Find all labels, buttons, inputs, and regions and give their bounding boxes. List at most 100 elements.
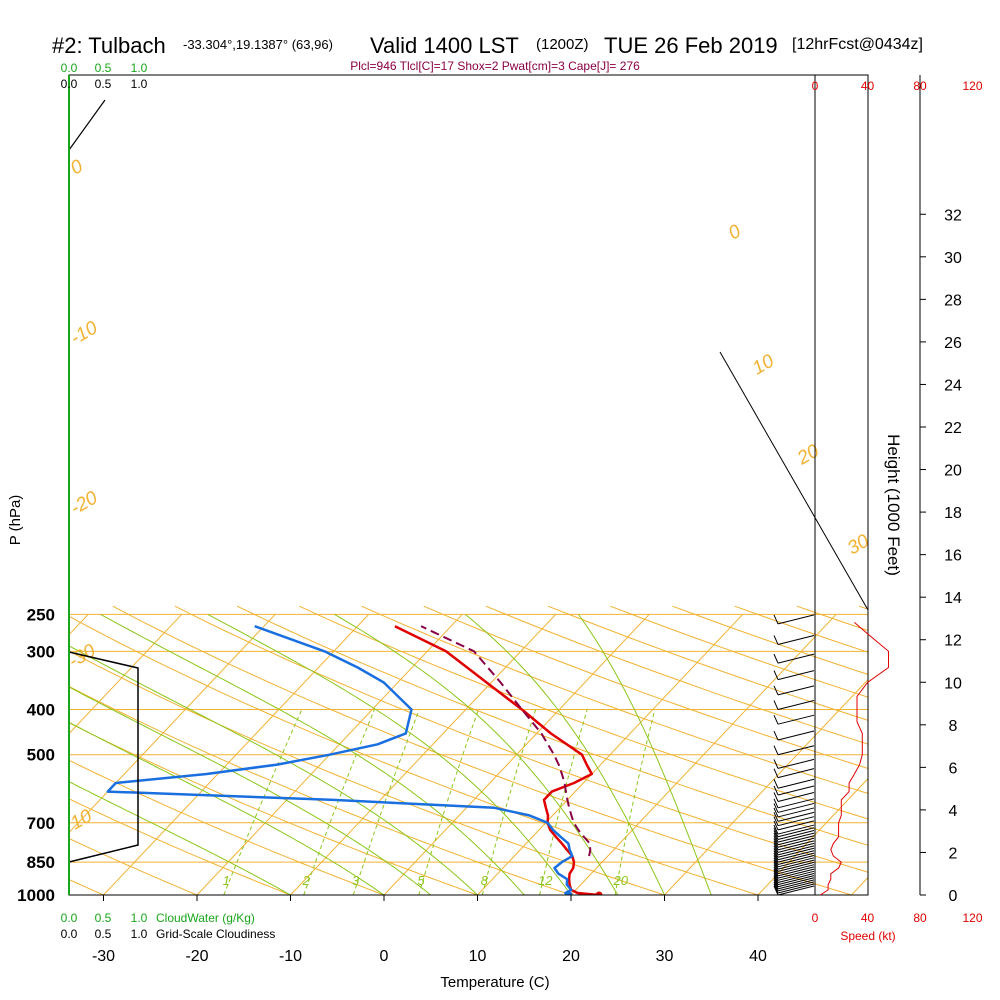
cloudiness-bottom-tick: 0.5 [95, 927, 112, 941]
wind-barb [773, 840, 815, 851]
parcel-profile [420, 625, 592, 857]
dry-adiabat-line [69, 837, 199, 895]
wind-barb [773, 807, 815, 818]
mixing-ratio-line [223, 709, 303, 895]
isotherm-line [103, 614, 370, 895]
moist-adiabat-line [207, 613, 572, 895]
cloud-water-bottom-tick: 0.5 [95, 911, 112, 925]
wind-barb-flag [773, 832, 779, 843]
wind-barb-staff [777, 850, 815, 861]
temperature-profile [394, 625, 600, 895]
wind-barb [773, 745, 815, 756]
wind-barb [773, 802, 815, 813]
wind-barb [773, 845, 815, 856]
wind-barb [773, 852, 815, 863]
mixing-ratio-label: 3 [352, 873, 360, 888]
cloudiness-top-tick: 1.0 [131, 77, 148, 91]
wind-barb-staff [777, 845, 815, 856]
wind-barb [773, 634, 815, 645]
cloud-water-top-tick: 0.5 [95, 61, 112, 75]
isopleth-label: -30 [65, 640, 100, 672]
wind-barb [773, 614, 815, 625]
height-tick-label: 18 [944, 505, 962, 522]
wind-barb-flag [773, 827, 779, 837]
wind-barb-flag [773, 700, 779, 710]
wind-barb-staff [777, 859, 815, 870]
pressure-tick-label: 400 [27, 701, 55, 720]
valid-date: TUE 26 Feb 2019 [604, 33, 778, 58]
wind-barb-flag [773, 785, 779, 796]
wind-barb [773, 730, 815, 741]
wind-barb [773, 714, 815, 725]
wind-barb [773, 811, 815, 822]
station-coords: -33.304°,19.1387° (63,96) [183, 37, 333, 52]
wind-barb-flag [773, 779, 779, 789]
speed-top-tick: 80 [913, 79, 927, 93]
wind-barb-staff [777, 837, 815, 848]
wind-barb-staff [777, 807, 815, 818]
dewpoint-profile [106, 625, 574, 895]
mixing-ratio-line [481, 709, 537, 895]
wind-barb-flag [773, 857, 779, 868]
wind-barb-flag [773, 850, 779, 860]
wind-barb-flag [773, 848, 779, 858]
cloud-water-top-tick: 0.0 [61, 61, 78, 75]
pressure-tick-label: 700 [27, 814, 55, 833]
height-tick-label: 16 [944, 548, 962, 565]
wind-barb-staff [777, 861, 815, 872]
wind-barb-flag [773, 840, 779, 851]
dry-adiabat-line [299, 605, 868, 820]
dry-adiabat-line [984, 606, 1000, 905]
speed-top-tick: 40 [861, 79, 875, 93]
wind-barb-staff [777, 870, 815, 881]
wind-barb-staff [777, 879, 815, 890]
mixing-ratio-line [303, 709, 375, 895]
dry-adiabat-line [69, 798, 292, 895]
wind-barbs [773, 614, 815, 896]
wind-barb [773, 653, 815, 664]
wind-barb-staff [777, 832, 815, 843]
wind-barb [773, 778, 815, 789]
station-title: #2: Tulbach [52, 33, 166, 58]
sounding-profiles [106, 625, 603, 895]
mixing-ratio-label: 1 [223, 873, 230, 888]
wind-barb [773, 820, 815, 831]
isotherm-line [290, 614, 557, 895]
wind-barb-flag [773, 843, 779, 853]
wind-barb-staff [777, 877, 815, 888]
isopleth-label: 0 [725, 221, 745, 245]
wind-barb-flag [773, 685, 779, 696]
x-tick-label: 10 [469, 948, 487, 965]
wind-barb-flag [773, 807, 779, 818]
mixing-ratio-label: 8 [481, 873, 489, 888]
wind-barb [773, 866, 815, 877]
mixing-ratio-label: 5 [417, 873, 425, 888]
cloudiness-top-tick: 0.0 [61, 77, 78, 91]
wind-barb-flag [773, 852, 779, 863]
cloud-water-bottom-tick: 1.0 [131, 911, 148, 925]
wind-barb-staff [777, 798, 815, 809]
height-tick-label: 4 [949, 803, 958, 820]
dry-adiabat-line [69, 759, 386, 895]
height-tick-label: 32 [944, 207, 962, 224]
wind-barb [773, 861, 815, 872]
x-axis-title: Temperature (C) [440, 974, 549, 991]
moist-adiabat-line [100, 613, 525, 895]
wind-barb [773, 785, 815, 796]
wind-barb [773, 842, 815, 853]
wind-barb-flag [773, 798, 779, 809]
surface-temperature-marker [595, 891, 603, 895]
height-tick-label: 8 [949, 718, 958, 735]
speed-top-tick: 0 [812, 79, 819, 93]
isopleth-label: 20 [793, 440, 823, 469]
wind-barb [773, 885, 815, 896]
wind-barb-flag [773, 877, 779, 887]
moist-adiabat-line [464, 614, 665, 895]
dry-adiabat-line [361, 605, 868, 794]
wind-barb-flag [773, 864, 779, 874]
dry-adiabat-line [858, 605, 868, 610]
wind-barb [773, 758, 815, 769]
x-tick-label: 20 [562, 948, 580, 965]
wind-barb-staff [777, 816, 815, 827]
valid-time: Valid 1400 LST [370, 33, 519, 58]
